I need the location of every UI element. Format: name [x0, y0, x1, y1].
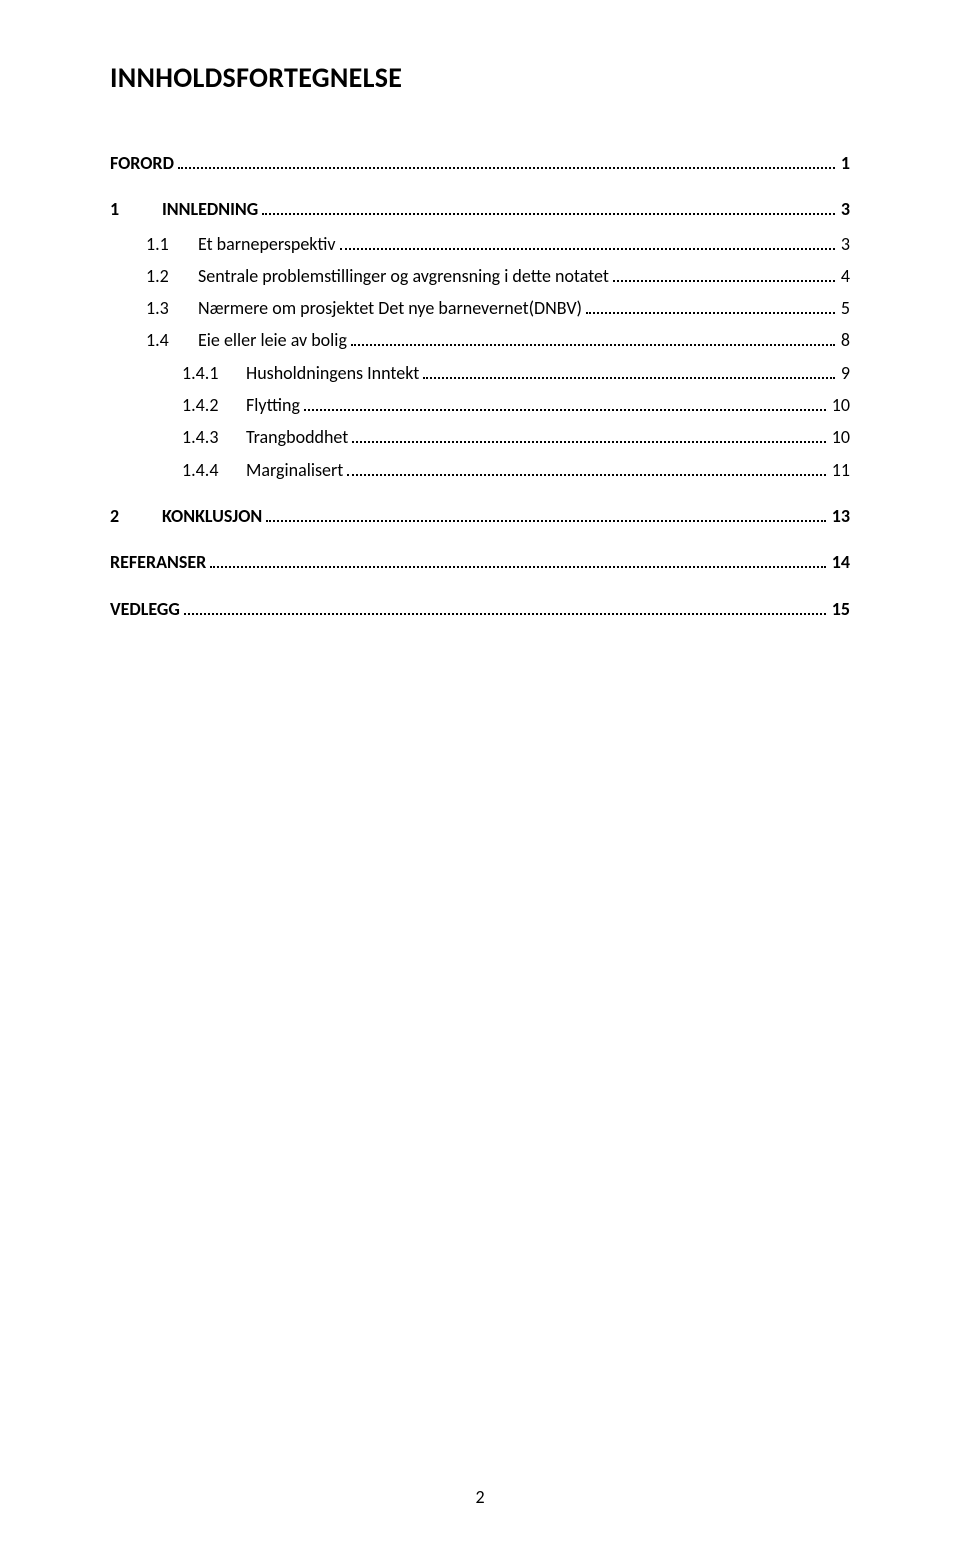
toc-leader [178, 153, 835, 169]
toc-entry-text: FORORD [110, 151, 174, 175]
toc-entry: 1.1Et barneperspektiv 3 [110, 232, 850, 256]
toc-entry-number: 1.1 [146, 232, 198, 256]
toc-entry-page: 15 [830, 597, 850, 621]
toc-entry-number: 1.3 [146, 296, 198, 320]
toc-entry-number: 1.4 [146, 328, 198, 352]
toc-entry-number: 1.4.2 [182, 393, 246, 417]
page-number: 2 [0, 1486, 960, 1508]
toc-entry: 1.4Eie eller leie av bolig 8 [110, 328, 850, 352]
toc-entry-text: KONKLUSJON [162, 504, 262, 528]
toc-entry-text: Sentrale problemstillinger og avgrensnin… [198, 264, 609, 288]
toc-entry-number: 1.4.3 [182, 425, 246, 449]
toc-entry-text: VEDLEGG [110, 597, 180, 621]
toc-leader [351, 330, 835, 346]
toc-entry-page: 10 [830, 393, 850, 417]
toc-entry-page: 10 [830, 425, 850, 449]
toc-leader [423, 362, 835, 378]
toc-leader [340, 233, 835, 249]
toc-entry-text: Et barneperspektiv [198, 232, 336, 256]
toc-entry: 2KONKLUSJON 13 [110, 504, 850, 528]
toc-entry-page: 13 [830, 504, 850, 528]
toc-entry-number: 2 [110, 504, 162, 528]
toc-leader [266, 506, 825, 522]
toc-leader [586, 298, 835, 314]
toc-entry-page: 3 [839, 197, 850, 221]
page: INNHOLDSFORTEGNELSE FORORD11INNLEDNING31… [0, 0, 960, 1546]
toc-entry-text: Nærmere om prosjektet Det nye barneverne… [198, 296, 582, 320]
toc-entry: 1.4.2Flytting 10 [110, 393, 850, 417]
toc-entry: FORORD 1 [110, 151, 850, 175]
toc-entry: 1.2Sentrale problemstillinger og avgrens… [110, 264, 850, 288]
toc-list: FORORD11INNLEDNING31.1Et barneperspektiv… [110, 151, 850, 621]
toc-entry-page: 5 [839, 296, 850, 320]
toc-entry-page: 1 [839, 151, 850, 175]
toc-entry-number: 1.4.1 [182, 361, 246, 385]
toc-leader [347, 459, 825, 475]
toc-entry-number: 1 [110, 197, 162, 221]
toc-entry: 1.4.1Husholdningens Inntekt 9 [110, 361, 850, 385]
toc-leader [262, 199, 835, 215]
toc-entry-text: Husholdningens Inntekt [246, 361, 419, 385]
toc-entry-text: INNLEDNING [162, 197, 258, 221]
toc-entry-text: REFERANSER [110, 550, 206, 574]
toc-entry-text: Trangboddhet [246, 425, 348, 449]
toc-entry-page: 11 [830, 458, 850, 482]
toc-leader [184, 598, 826, 614]
toc-entry-text: Eie eller leie av bolig [198, 328, 347, 352]
toc-entry-text: Marginalisert [246, 458, 343, 482]
toc-entry-page: 3 [839, 232, 850, 256]
toc-entry-text: Flytting [246, 393, 300, 417]
toc-title: INNHOLDSFORTEGNELSE [110, 60, 850, 95]
toc-entry-number: 1.2 [146, 264, 198, 288]
toc-entry-page: 14 [830, 550, 850, 574]
toc-entry-page: 9 [839, 361, 850, 385]
toc-entry: VEDLEGG 15 [110, 597, 850, 621]
toc-entry: 1.3Nærmere om prosjektet Det nye barneve… [110, 296, 850, 320]
toc-entry-page: 4 [839, 264, 850, 288]
toc-entry: 1.4.4Marginalisert 11 [110, 458, 850, 482]
toc-entry-page: 8 [839, 328, 850, 352]
toc-leader [304, 395, 826, 411]
toc-leader [210, 552, 825, 568]
toc-entry-number: 1.4.4 [182, 458, 246, 482]
toc-entry: 1INNLEDNING 3 [110, 197, 850, 221]
toc-entry: 1.4.3Trangboddhet 10 [110, 425, 850, 449]
toc-leader [352, 427, 825, 443]
toc-leader [613, 266, 835, 282]
toc-entry: REFERANSER 14 [110, 550, 850, 574]
